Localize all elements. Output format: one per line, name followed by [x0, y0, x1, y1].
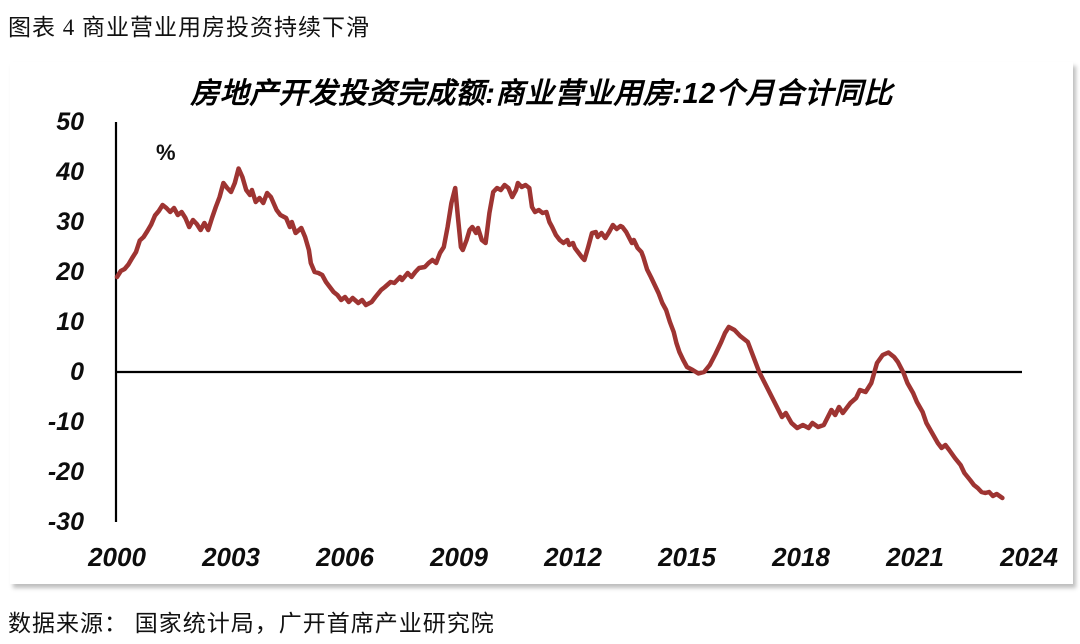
x-tick-label: 2018 [772, 542, 830, 572]
y-tick-label: 0 [70, 358, 84, 386]
x-tick-label: 2024 [1000, 542, 1058, 572]
x-tick-label: 2021 [886, 542, 944, 572]
data-line [114, 166, 1005, 501]
chart-panel: 房地产开发投资完成额:商业营业用房:12个月合计同比 % 50 40 30 20 10 0… [10, 62, 1073, 584]
y-tick-label: 10 [56, 308, 84, 336]
x-tick-label: 2009 [430, 542, 488, 572]
figure-caption: 图表 4 商业营业用房投资持续下滑 [8, 15, 370, 40]
x-tick-label: 2000 [88, 542, 146, 572]
x-tick-label: 2006 [316, 542, 374, 572]
y-tick-label: 40 [56, 158, 84, 186]
x-tick-label: 2015 [658, 542, 716, 572]
x-tick-label: 2003 [202, 542, 260, 572]
y-tick-label: -10 [47, 408, 84, 436]
y-axis-unit-label: % [156, 140, 176, 165]
y-tick-label: -20 [47, 458, 84, 486]
x-tick-label: 2012 [544, 542, 602, 572]
y-tick-label: 30 [56, 208, 84, 236]
data-source: 数据来源： 国家统计局，广开首席产业研究院 [8, 611, 495, 636]
y-tick-label: 20 [56, 258, 84, 286]
chart-title: 房地产开发投资完成额:商业营业用房:12个月合计同比 [190, 78, 893, 110]
y-tick-label: 50 [56, 108, 84, 136]
y-tick-label: -30 [47, 508, 84, 536]
line-chart [114, 122, 1022, 522]
